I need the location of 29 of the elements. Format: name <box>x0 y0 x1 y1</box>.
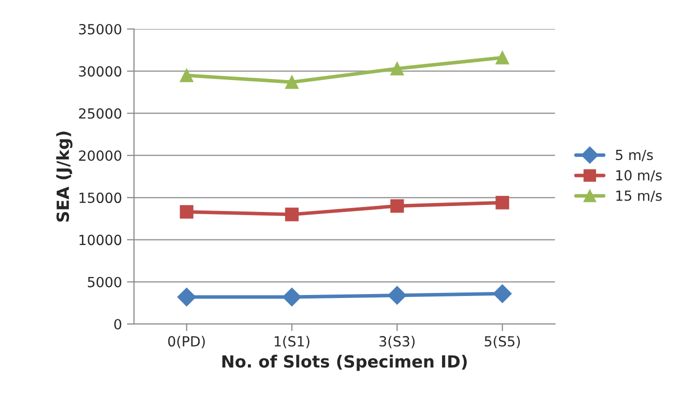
point <box>177 288 196 306</box>
x-tick-label: 1(S1) <box>274 336 310 348</box>
y-axis-title: SEA (J/kg) <box>56 132 72 222</box>
x-axis-title: No. of Slots (Specimen ID) <box>222 354 467 371</box>
x-tick-label: 3(S3) <box>380 336 415 348</box>
x-tick-label: 0(PD) <box>168 336 205 348</box>
y-tick-label: 15000 <box>80 192 122 204</box>
legend-label: 15 m/s <box>616 190 662 202</box>
point <box>180 68 194 82</box>
point <box>493 284 512 304</box>
y-tick-label: 10000 <box>80 234 122 246</box>
point <box>390 199 404 213</box>
y-tick-label: 5000 <box>88 276 122 288</box>
legend-label: 10 m/s <box>616 170 662 182</box>
legend-label: 5 m/s <box>616 150 653 162</box>
y-tick-label: 20000 <box>79 150 122 161</box>
y-tick-label: 35000 <box>79 24 122 34</box>
point <box>180 205 194 219</box>
point <box>390 62 404 76</box>
point <box>285 75 299 89</box>
y-tick-label: 0 <box>114 318 122 330</box>
point <box>282 288 302 306</box>
point <box>285 208 299 222</box>
y-tick-label: 30000 <box>79 66 122 77</box>
x-tick-label: 5(S5) <box>484 336 520 348</box>
y-tick-label: 25000 <box>79 108 122 119</box>
point <box>496 50 510 64</box>
point <box>388 286 406 305</box>
point <box>496 196 510 210</box>
